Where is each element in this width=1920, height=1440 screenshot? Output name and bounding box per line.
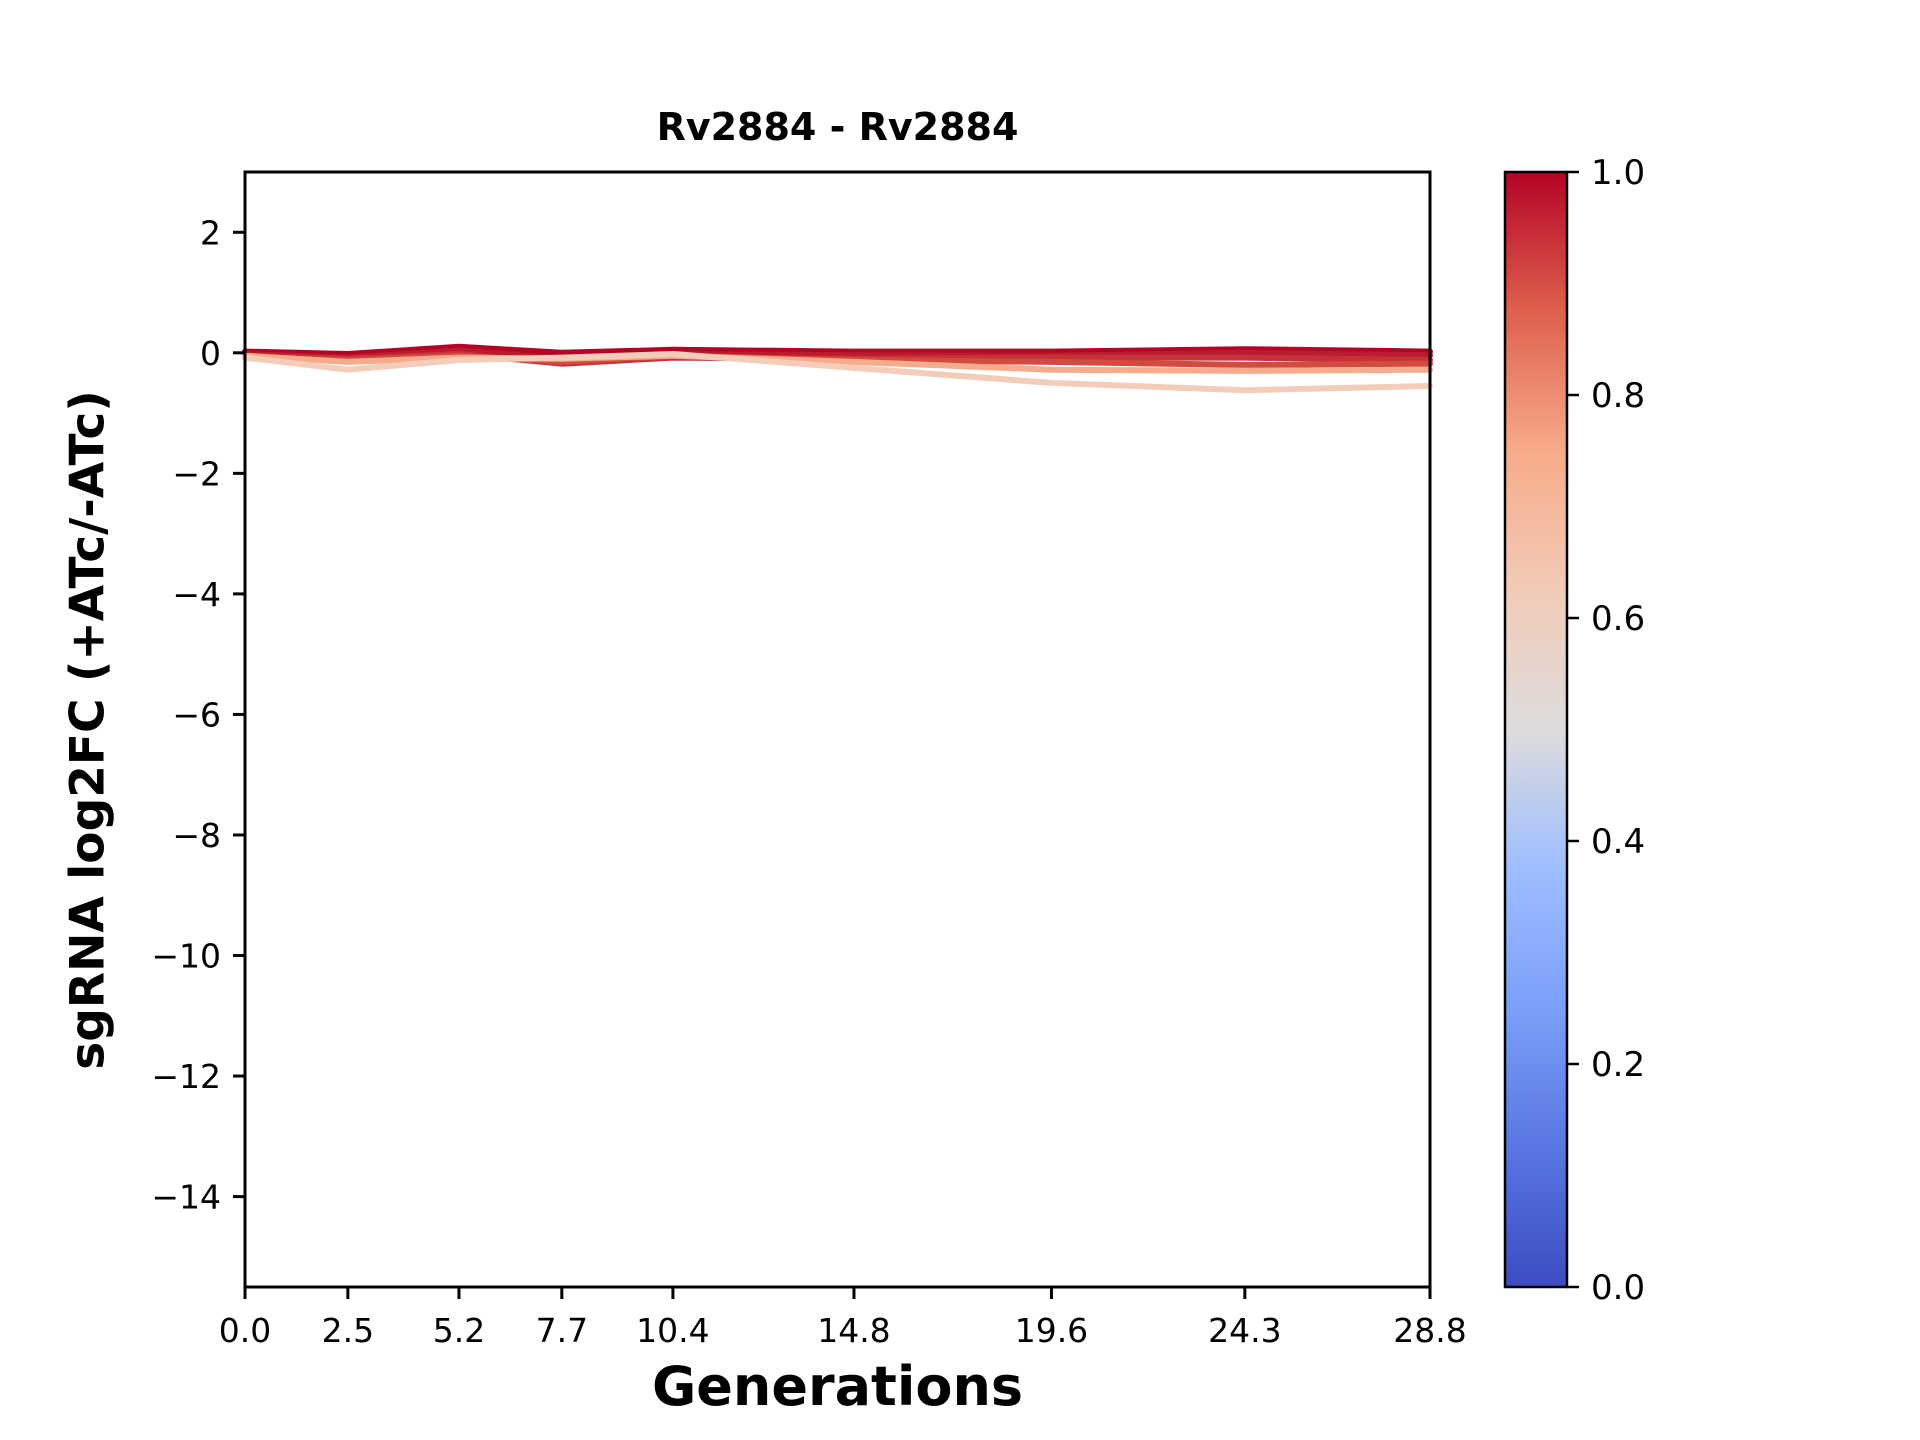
y-tick-label: −8 bbox=[172, 816, 221, 855]
colorbar-tick-label: 0.2 bbox=[1591, 1045, 1645, 1085]
y-tick-label: −12 bbox=[151, 1057, 221, 1096]
x-tick-label: 19.6 bbox=[1015, 1311, 1088, 1350]
chart-title: Rv2884 - Rv2884 bbox=[656, 105, 1019, 149]
colorbar bbox=[1503, 170, 1569, 1289]
x-tick-label: 7.7 bbox=[536, 1311, 588, 1350]
x-tick-label: 14.8 bbox=[817, 1311, 890, 1350]
plot-frame bbox=[243, 170, 1432, 1289]
colorbar-tick-label: 0.8 bbox=[1591, 376, 1645, 416]
colorbar-tick-label: 0.0 bbox=[1591, 1268, 1645, 1308]
colorbar-tick-label: 1.0 bbox=[1591, 153, 1645, 193]
colorbar-tick-label: 0.6 bbox=[1591, 599, 1645, 639]
y-tick-label: −2 bbox=[172, 454, 221, 493]
x-tick-label: 24.3 bbox=[1208, 1311, 1281, 1350]
x-tick-label: 28.8 bbox=[1393, 1311, 1466, 1350]
y-tick-label: −6 bbox=[172, 695, 221, 734]
series-line-1 bbox=[242, 343, 1433, 357]
series-line-6 bbox=[242, 351, 1433, 394]
x-tick-label: 2.5 bbox=[322, 1311, 374, 1350]
x-tick-label: 0.0 bbox=[219, 1311, 271, 1350]
y-tick-label: 2 bbox=[200, 213, 221, 252]
plot-area bbox=[245, 172, 1430, 1287]
y-tick-label: −14 bbox=[151, 1178, 221, 1217]
y-tick-label: −10 bbox=[151, 937, 221, 976]
colorbar-tick-label: 0.4 bbox=[1591, 822, 1645, 862]
y-tick-label: 0 bbox=[200, 334, 221, 373]
x-tick-label: 10.4 bbox=[636, 1311, 709, 1350]
x-axis-label: Generations bbox=[651, 1355, 1024, 1418]
x-tick-label: 5.2 bbox=[433, 1311, 485, 1350]
y-tick-label: −4 bbox=[172, 575, 221, 614]
